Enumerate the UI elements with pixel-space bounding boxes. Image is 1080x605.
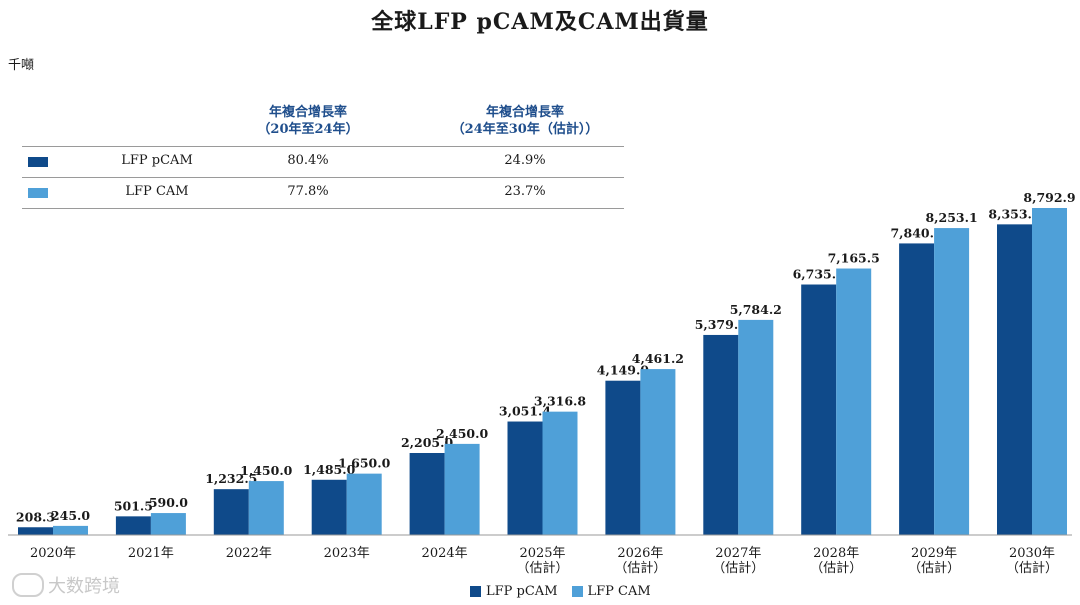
data-label-pcam: 1,485.0	[303, 462, 355, 477]
x-tick-label: （估計）	[908, 560, 960, 576]
bar-cam	[836, 268, 872, 535]
bar-pcam	[311, 479, 347, 535]
bar-pcam	[115, 516, 151, 535]
x-tick-label: 2020年	[30, 546, 76, 561]
legend-label: LFP CAM	[587, 584, 651, 599]
legend-label: LFP pCAM	[486, 584, 558, 599]
bar-pcam	[997, 224, 1032, 535]
data-label-cam: 3,316.8	[534, 394, 586, 409]
x-tick-label: 2029年	[911, 546, 957, 561]
bar-cam	[542, 411, 578, 535]
data-label-cam: 8,253.1	[925, 210, 977, 225]
watermark: 大数跨境	[12, 572, 120, 598]
x-tick-label: （估計）	[516, 560, 568, 576]
data-label-pcam: 2,205.0	[401, 435, 453, 450]
bar-pcam	[507, 421, 543, 535]
bar-pcam	[801, 284, 837, 535]
cagr-header-line: 年複合增長率	[268, 105, 347, 120]
data-label-cam: 8,792.9	[1023, 190, 1075, 205]
legend-swatch	[571, 586, 583, 597]
legend-item-cam: LFP CAM	[571, 584, 651, 599]
bar-pcam	[213, 489, 249, 535]
x-tick-label: （估計）	[712, 560, 764, 576]
legend-swatch	[470, 586, 481, 597]
chart-legend: LFP pCAM LFP CAM	[470, 584, 651, 599]
data-label-cam: 7,165.5	[828, 251, 880, 266]
data-label-cam: 245.0	[51, 508, 90, 523]
data-label-pcam: 1,232.5	[205, 471, 257, 486]
x-tick-label: 2024年	[422, 546, 468, 561]
cagr-header-line: 年複合增長率	[485, 105, 564, 120]
bar-pcam	[703, 334, 739, 535]
data-label-cam: 5,784.2	[730, 302, 782, 317]
unit-label: 千噸	[8, 58, 35, 73]
cagr-row-pcam: LFP pCAM 80.4% 24.9%	[22, 146, 624, 177]
bar-cam	[248, 481, 284, 535]
cagr-row-cam: LFP CAM 77.8% 23.7%	[22, 177, 624, 209]
x-tick-label: 2022年	[226, 546, 272, 561]
data-label-cam: 1,450.0	[240, 463, 292, 478]
data-label-cam: 1,650.0	[338, 456, 390, 471]
bar-pcam	[605, 380, 641, 535]
cagr-header-2024-2030: 年複合增長率 （24年至30年（估計））	[420, 104, 630, 138]
cagr-header-period: （24年至30年（估計））	[451, 122, 599, 137]
bar-pcam	[409, 452, 445, 535]
data-label-pcam: 4,149.0	[597, 363, 649, 378]
cagr-header-2020-2024: 年複合增長率 （20年至24年）	[220, 104, 396, 138]
bar-cam	[346, 473, 382, 535]
x-tick-label: 2025年	[519, 546, 565, 561]
data-label-pcam: 208.3	[16, 509, 55, 524]
x-tick-label: 2021年	[128, 546, 174, 561]
x-tick-label: 2026年	[617, 546, 663, 561]
x-tick-label: （估計）	[614, 560, 666, 576]
cagr-value: 24.9%	[504, 153, 546, 168]
row-label: LFP CAM	[125, 184, 189, 199]
data-label-pcam: 501.5	[114, 498, 153, 513]
data-label-cam: 590.0	[149, 495, 188, 510]
bar-pcam	[899, 243, 935, 535]
data-label-cam: 2,450.0	[436, 426, 488, 441]
x-tick-label: 2028年	[813, 546, 859, 561]
data-label-cam: 4,461.2	[632, 351, 684, 366]
bar-cam	[150, 513, 186, 535]
cagr-value: 23.7%	[504, 184, 546, 199]
bar-cam	[1032, 208, 1067, 535]
cagr-value: 77.8%	[287, 184, 329, 199]
x-tick-label: （估計）	[1006, 560, 1058, 576]
bar-cam	[53, 525, 88, 535]
row-label: LFP pCAM	[121, 153, 193, 168]
x-tick-label: 2030年	[1009, 546, 1055, 561]
bar-cam	[738, 319, 774, 535]
bar-cam	[444, 443, 480, 535]
chart-title: 全球LFP pCAM及CAM出貨量	[371, 9, 709, 35]
pcam-swatch	[28, 157, 48, 167]
bar-cam	[640, 369, 676, 535]
legend-item-pcam: LFP pCAM	[470, 584, 558, 599]
cam-swatch	[28, 188, 48, 198]
x-tick-label: 2023年	[324, 546, 370, 561]
data-label-pcam: 5,379.3	[695, 317, 747, 332]
watermark-logo-icon	[12, 573, 44, 597]
data-label-pcam: 7,840.4	[890, 225, 942, 240]
bar-cam	[934, 228, 970, 535]
x-tick-label: 2027年	[715, 546, 761, 561]
x-tick-label: （估計）	[810, 560, 862, 576]
bar-pcam	[18, 527, 53, 535]
data-label-pcam: 6,735.6	[793, 267, 845, 282]
cagr-value: 80.4%	[287, 153, 329, 168]
data-label-pcam: 8,353.2	[988, 206, 1040, 221]
data-label-pcam: 3,051.4	[499, 404, 551, 419]
watermark-text: 大数跨境	[48, 576, 120, 597]
cagr-header-period: （20年至24年）	[257, 122, 359, 137]
